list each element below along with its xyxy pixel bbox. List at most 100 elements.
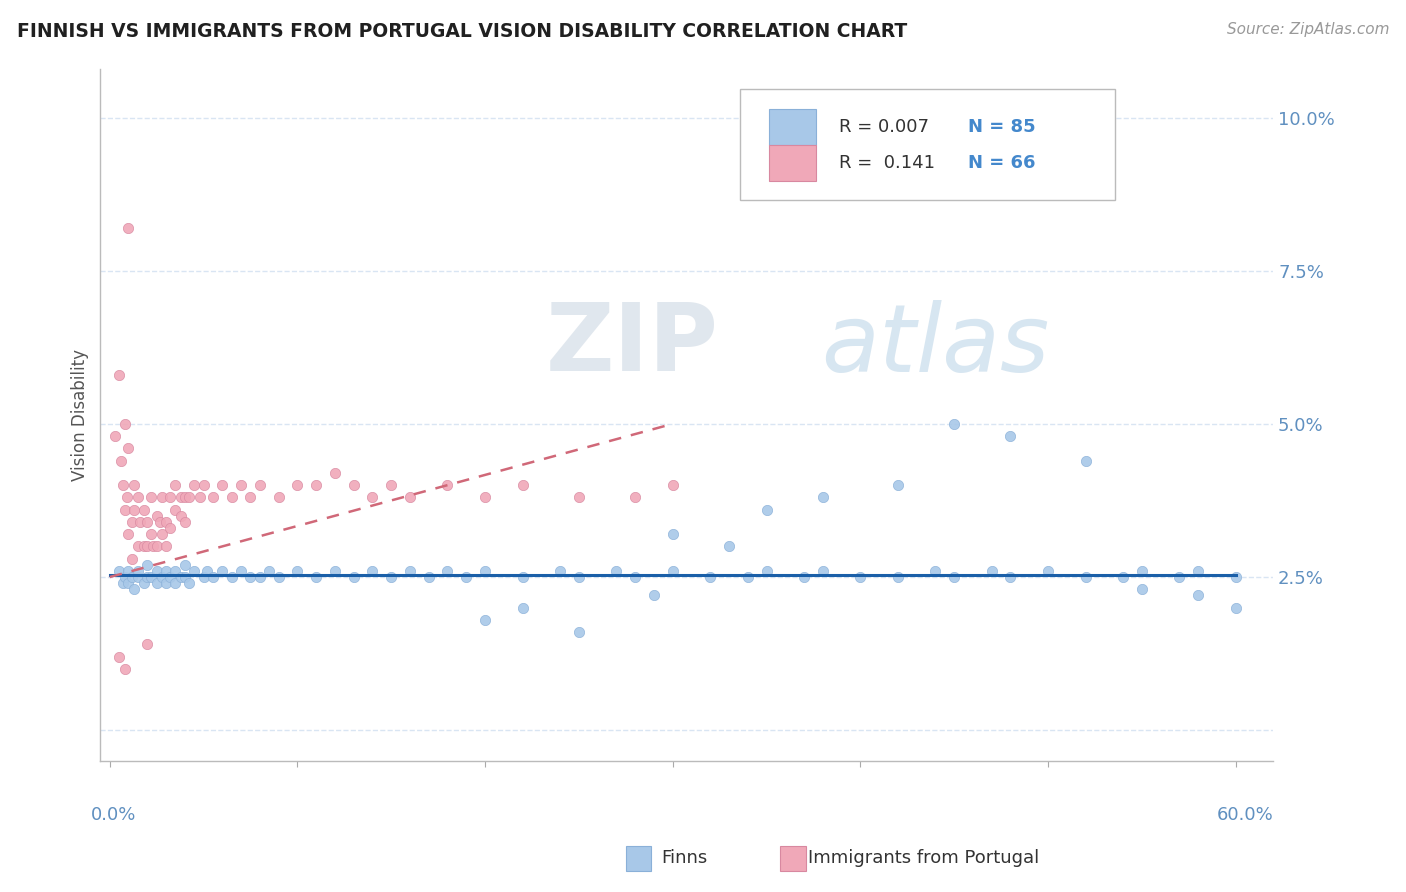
Point xyxy=(128,515,150,529)
Point xyxy=(188,491,211,505)
Point xyxy=(149,515,172,529)
Point xyxy=(474,491,496,505)
Point xyxy=(108,368,131,382)
Point xyxy=(343,570,366,584)
Point xyxy=(136,637,159,651)
Point xyxy=(229,478,252,492)
Point xyxy=(155,576,177,591)
FancyBboxPatch shape xyxy=(769,145,815,181)
Point xyxy=(305,570,328,584)
Point xyxy=(239,570,262,584)
Point xyxy=(115,491,138,505)
Point xyxy=(150,491,173,505)
Point xyxy=(165,576,187,591)
Text: Finns: Finns xyxy=(661,849,707,867)
Point xyxy=(436,564,458,578)
Point xyxy=(474,613,496,627)
Point xyxy=(155,540,177,554)
Point xyxy=(193,478,215,492)
Point xyxy=(108,564,131,578)
Point xyxy=(1074,570,1097,584)
Point xyxy=(117,527,139,541)
Point xyxy=(211,564,233,578)
Point xyxy=(173,491,195,505)
Point xyxy=(127,564,149,578)
Point xyxy=(155,564,177,578)
Point xyxy=(121,551,143,566)
Point xyxy=(121,515,143,529)
Point xyxy=(145,564,167,578)
Text: Source: ZipAtlas.com: Source: ZipAtlas.com xyxy=(1226,22,1389,37)
Point xyxy=(145,576,167,591)
Point xyxy=(1168,570,1191,584)
Point xyxy=(568,491,591,505)
Text: atlas: atlas xyxy=(821,300,1050,391)
Point xyxy=(267,491,290,505)
Point xyxy=(117,220,139,235)
Point xyxy=(1187,589,1209,603)
Point xyxy=(132,576,155,591)
Point xyxy=(1225,600,1247,615)
Point xyxy=(145,508,167,523)
Point xyxy=(111,478,134,492)
Point xyxy=(239,491,262,505)
Point xyxy=(136,558,159,572)
Point xyxy=(139,570,162,584)
Point xyxy=(1187,564,1209,578)
Point xyxy=(1000,429,1022,443)
Point xyxy=(287,478,309,492)
Point xyxy=(117,564,139,578)
Point xyxy=(132,502,155,516)
Point xyxy=(737,570,759,584)
Point xyxy=(257,564,280,578)
Point xyxy=(624,570,647,584)
Point xyxy=(201,491,224,505)
Point xyxy=(122,502,145,516)
Point xyxy=(136,540,159,554)
Point xyxy=(145,540,167,554)
Point xyxy=(624,491,647,505)
Point xyxy=(512,478,534,492)
Y-axis label: Vision Disability: Vision Disability xyxy=(72,349,89,481)
Point xyxy=(173,515,195,529)
Point xyxy=(512,570,534,584)
Point xyxy=(127,491,149,505)
Point xyxy=(229,564,252,578)
Point xyxy=(139,491,162,505)
Point xyxy=(361,564,384,578)
Text: 60.0%: 60.0% xyxy=(1216,805,1274,824)
Point xyxy=(755,564,778,578)
Point xyxy=(755,502,778,516)
Point xyxy=(221,570,243,584)
Point xyxy=(117,442,139,456)
Point xyxy=(887,570,910,584)
Point xyxy=(159,491,181,505)
Point xyxy=(121,570,143,584)
Point xyxy=(108,649,131,664)
Point xyxy=(512,600,534,615)
Point xyxy=(605,564,627,578)
Point xyxy=(456,570,478,584)
Point xyxy=(114,502,136,516)
Point xyxy=(170,491,193,505)
Point xyxy=(717,540,740,554)
Point xyxy=(399,564,422,578)
Point xyxy=(568,570,591,584)
Point xyxy=(661,564,683,578)
Point xyxy=(127,570,149,584)
Point xyxy=(221,491,243,505)
Point xyxy=(323,564,346,578)
Point xyxy=(201,570,224,584)
Point xyxy=(249,570,271,584)
Point xyxy=(142,540,165,554)
Point xyxy=(343,478,366,492)
Text: FINNISH VS IMMIGRANTS FROM PORTUGAL VISION DISABILITY CORRELATION CHART: FINNISH VS IMMIGRANTS FROM PORTUGAL VISI… xyxy=(17,22,907,41)
Point xyxy=(1225,570,1247,584)
Point xyxy=(887,478,910,492)
Point xyxy=(1130,582,1153,597)
Text: ZIP: ZIP xyxy=(546,300,718,392)
Point xyxy=(643,589,665,603)
Point xyxy=(155,515,177,529)
Point xyxy=(165,502,187,516)
Text: N = 85: N = 85 xyxy=(969,118,1036,136)
